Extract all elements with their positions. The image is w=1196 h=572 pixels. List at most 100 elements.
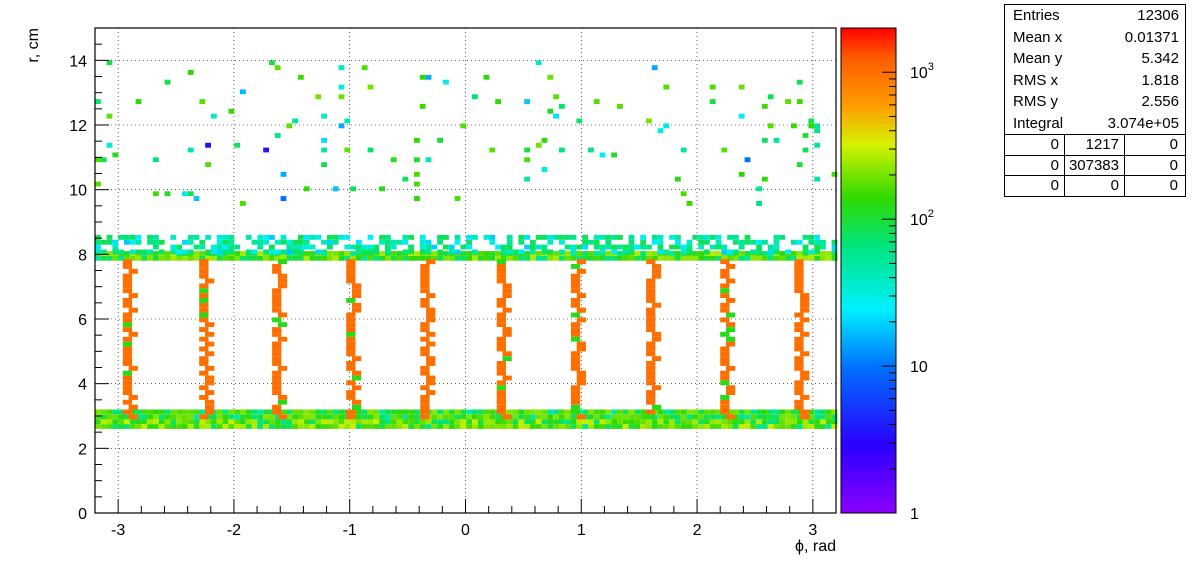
heatmap-bin: [106, 419, 113, 425]
heatmap-bin: [425, 74, 432, 80]
heatmap-bin: [193, 255, 200, 261]
heatmap-bin: [122, 380, 133, 386]
heatmap-bin: [379, 251, 385, 256]
heatmap-bin: [448, 249, 455, 255]
heatmap-bin: [773, 414, 780, 420]
heatmap-bin: [808, 255, 815, 261]
heatmap-bin: [361, 65, 368, 71]
heatmap-bin: [794, 336, 804, 342]
heatmap-bin: [489, 424, 496, 429]
heatmap-bin: [721, 419, 728, 425]
heatmap-bin: [292, 419, 298, 425]
heatmap-bin: [814, 176, 820, 182]
heatmap-bin: [669, 424, 675, 429]
heatmap-bin: [205, 142, 211, 148]
heatmap-bin: [426, 375, 436, 381]
heatmap-bin: [346, 298, 356, 303]
heatmap-bin: [338, 84, 345, 90]
heatmap-bin: [680, 191, 687, 197]
heatmap-bin: [245, 409, 252, 415]
heatmap-bin: [496, 317, 506, 323]
heatmap-bin: [767, 123, 774, 129]
heatmap-bin: [205, 249, 211, 255]
heatmap-bin: [385, 419, 391, 425]
heatmap-bin: [611, 244, 617, 250]
heatmap-bin: [420, 409, 430, 415]
heatmap-bin: [170, 419, 177, 425]
heatmap-bin: [448, 424, 455, 429]
heatmap-bin: [599, 249, 606, 255]
heatmap-bin: [205, 404, 215, 410]
heatmap-bin: [379, 424, 385, 429]
heatmap-bin: [800, 317, 810, 323]
heatmap-bin: [327, 255, 333, 261]
heatmap-bin: [367, 249, 374, 255]
heatmap-bin: [385, 239, 391, 245]
heatmap-bin: [153, 157, 159, 163]
heatmap-bin: [122, 288, 133, 294]
heatmap-bin: [379, 234, 385, 240]
heatmap-bin: [344, 147, 351, 153]
heatmap-bin: [420, 336, 430, 342]
heatmap-bin: [675, 424, 681, 429]
heatmap-bin: [640, 414, 646, 420]
heatmap-bin: [559, 409, 565, 415]
heatmap-bin: [744, 414, 751, 420]
heatmap-bin: [164, 191, 171, 197]
heatmap-bin: [414, 414, 420, 420]
heatmap-bin: [228, 239, 235, 245]
overflow-cell: 0: [1169, 136, 1178, 153]
heatmap-bin: [663, 84, 670, 90]
heatmap-bin: [346, 380, 356, 386]
heatmap-bin: [720, 288, 730, 294]
heatmap-bin: [570, 424, 577, 429]
heatmap-bin: [796, 99, 803, 104]
heatmap-bin: [286, 123, 293, 129]
heatmap-bin: [199, 424, 206, 429]
heatmap-bin: [791, 414, 797, 420]
heatmap-bin: [501, 244, 507, 250]
heatmap-bin: [640, 409, 646, 415]
heatmap-bin: [437, 414, 443, 420]
heatmap-bin: [277, 312, 288, 318]
heatmap-bin: [496, 395, 506, 400]
heatmap-bin: [831, 249, 838, 255]
heatmap-bin: [726, 385, 736, 391]
x-tick-label: 1: [577, 522, 586, 539]
heatmap-bin: [272, 404, 282, 410]
heatmap-bin: [675, 176, 681, 182]
heatmap-bin: [489, 239, 496, 245]
heatmap-bin: [506, 419, 513, 425]
heatmap-bin: [680, 409, 687, 415]
heatmap-bin: [437, 255, 443, 261]
heatmap-bin: [346, 336, 356, 342]
heatmap-bin: [512, 249, 519, 255]
heatmap-bin: [802, 419, 809, 425]
heatmap-bin: [106, 414, 113, 420]
heatmap-bin: [199, 244, 206, 250]
heatmap-bin: [448, 409, 455, 415]
heatmap-bin: [502, 293, 512, 298]
heatmap-bin: [390, 409, 397, 415]
heatmap-bin: [686, 244, 693, 250]
heatmap-bin: [634, 414, 641, 420]
heatmap-bin: [726, 298, 736, 303]
heatmap-bin: [605, 255, 612, 261]
heatmap-bin: [593, 239, 600, 245]
heatmap-bin: [199, 298, 209, 303]
heatmap-bin: [443, 255, 449, 261]
heatmap-bin: [576, 293, 586, 298]
heatmap-bin: [744, 157, 751, 163]
heatmap-bin: [686, 249, 693, 255]
heatmap-bin: [794, 288, 804, 294]
heatmap-bin: [773, 234, 780, 240]
heatmap-bin: [588, 255, 594, 261]
heatmap-bin: [346, 390, 356, 395]
heatmap-bin: [298, 249, 304, 255]
heatmap-bin: [657, 409, 664, 415]
heatmap-bin: [559, 239, 565, 245]
heatmap-bin: [496, 259, 506, 265]
heatmap-bin: [95, 424, 101, 429]
heatmap-bin: [112, 239, 119, 245]
heatmap-bin: [599, 419, 606, 425]
